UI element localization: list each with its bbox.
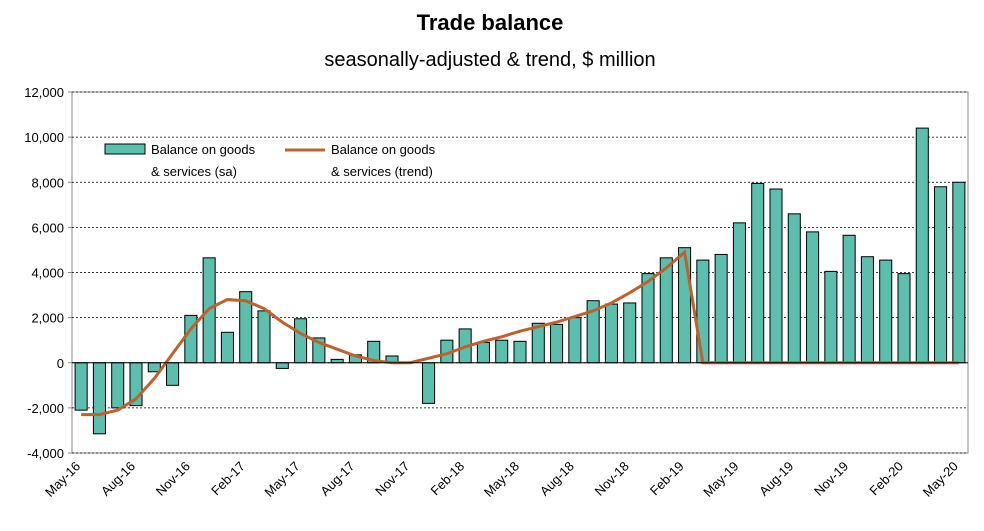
x-tick-label: Feb-20 [866,459,906,499]
bar [220,331,234,364]
bar [824,270,838,364]
legend-line: Balance on goods [151,142,256,157]
bar [732,222,746,364]
y-tick-label: 4,000 [31,266,64,281]
chart-title: Trade balance [417,10,564,35]
x-tick-label: May-19 [700,459,741,500]
x-tick-label: Nov-17 [372,459,412,499]
bar [714,253,728,364]
bar [257,310,271,364]
bar [952,181,966,364]
y-tick-label: 2,000 [31,311,64,326]
x-tick-label: Feb-17 [208,459,248,499]
y-tick-label: 12,000 [24,85,64,100]
legend-line: & services (sa) [151,164,237,179]
x-tick-label: Nov-16 [153,459,193,499]
x-tick-label: Nov-18 [592,459,632,499]
bar [74,362,88,411]
bar [604,303,618,364]
bar [787,213,801,364]
x-tick-label: May-17 [261,459,302,500]
bar [422,362,436,404]
y-tick-label: 10,000 [24,130,64,145]
bar [696,259,710,364]
x-tick-label: Aug-18 [537,459,577,499]
x-tick-label: Aug-19 [756,459,796,499]
bar [476,341,490,364]
legend-label: Balance on goods & services (sa) [151,142,256,179]
x-tick-label: Aug-17 [317,459,357,499]
bar [897,273,911,364]
bar [166,362,180,386]
bar [842,234,856,364]
y-tick-label: 6,000 [31,220,64,235]
bar [769,188,783,364]
bar [330,358,344,364]
bar [495,339,509,364]
bar [751,182,765,364]
bar [513,340,527,364]
bar [568,317,582,364]
bar [659,257,673,364]
bar [294,318,308,364]
bar [275,362,289,369]
x-tick-label: Feb-18 [428,459,468,499]
bar [879,259,893,364]
bar [641,273,655,364]
x-tick-label: May-16 [42,459,83,500]
x-tick-label: May-18 [481,459,522,500]
bar [550,323,564,364]
y-tick-label: -2,000 [27,401,64,416]
x-tick-label: Nov-19 [811,459,851,499]
chart-subtitle: seasonally-adjusted & trend, $ million [324,49,655,71]
bar [915,127,929,364]
x-tick-label: Feb-19 [647,459,687,499]
legend-line: & services (trend) [331,164,433,179]
bar [623,302,637,364]
legend-label: Balance on goods & services (trend) [331,142,436,179]
legend-swatch [104,143,146,155]
x-tick-label: May-20 [920,459,961,500]
bar [92,362,106,435]
y-tick-label: -4,000 [27,446,64,461]
bar [111,362,125,409]
bar [678,247,692,364]
bar [934,186,948,364]
y-tick-label: 0 [57,356,64,371]
x-tick-label: Aug-16 [98,459,138,499]
y-tick-label: 8,000 [31,175,64,190]
bar [860,256,874,364]
legend-line: Balance on goods [331,142,436,157]
bar [806,231,820,364]
